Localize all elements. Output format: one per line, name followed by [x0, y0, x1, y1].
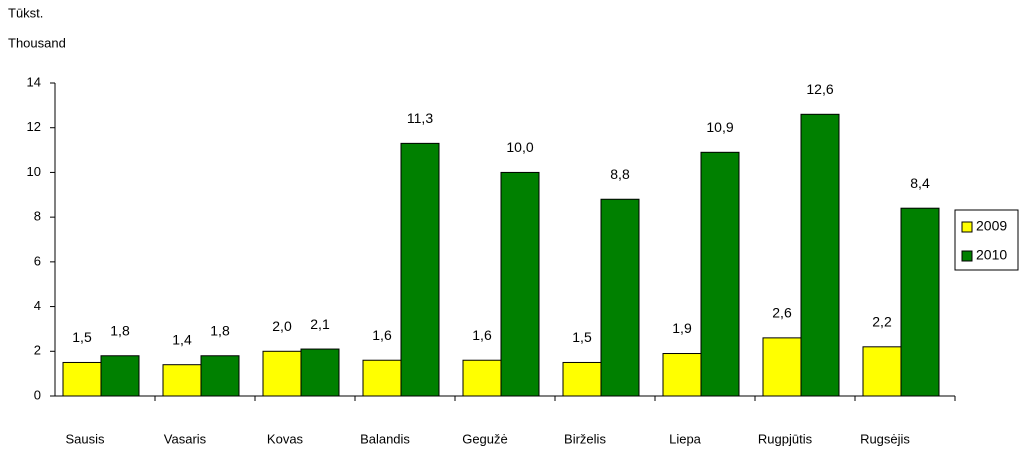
legend-swatch	[961, 221, 973, 233]
value-label: 1,5	[572, 329, 592, 345]
bar	[100, 355, 140, 397]
bar	[462, 359, 502, 397]
value-label: 10,9	[706, 119, 733, 135]
x-tick-label: Birželis	[564, 431, 606, 446]
bar	[800, 113, 840, 397]
value-label: 12,6	[806, 81, 833, 97]
value-label: 1,6	[472, 327, 492, 343]
x-tick-label: Sausis	[65, 431, 105, 446]
bar	[662, 353, 702, 397]
bar	[500, 171, 540, 397]
x-tick-label: Kovas	[267, 431, 304, 446]
legend-swatch	[961, 250, 973, 262]
value-label: 2,0	[272, 318, 292, 334]
value-label: 1,5	[72, 329, 92, 345]
y-tick-label: 10	[27, 164, 41, 179]
x-tick-label: Rugpjūtis	[758, 431, 813, 446]
value-label: 10,0	[506, 139, 533, 155]
bar	[62, 361, 102, 397]
bar	[362, 359, 402, 397]
bar	[762, 337, 802, 397]
x-tick-label: Rugsėjis	[860, 431, 910, 446]
bar	[300, 348, 340, 397]
bar	[200, 355, 240, 397]
x-tick-label: Vasaris	[164, 431, 207, 446]
value-label: 1,9	[672, 320, 692, 336]
legend-label: 2010	[976, 247, 1007, 263]
bar	[900, 207, 940, 397]
value-label: 2,2	[872, 314, 892, 330]
value-label: 1,8	[210, 322, 230, 338]
value-label: 8,8	[610, 166, 630, 182]
value-label: 8,4	[910, 175, 930, 191]
y-tick-label: 4	[34, 298, 41, 313]
value-label: 2,6	[772, 305, 792, 321]
bar	[262, 350, 302, 397]
legend-label: 2009	[976, 218, 1007, 234]
y-tick-label: 14	[27, 74, 41, 89]
value-label: 1,4	[172, 331, 192, 347]
value-label: 11,3	[407, 110, 433, 126]
x-tick-label: Liepa	[669, 431, 702, 446]
bar	[862, 346, 902, 397]
bar	[162, 364, 202, 397]
x-tick-label: Gegužė	[462, 431, 508, 446]
y-axis-label: Thousand	[8, 35, 66, 50]
bar	[400, 142, 440, 397]
bar	[700, 151, 740, 397]
y-tick-label: 12	[27, 119, 41, 134]
bar	[562, 361, 602, 397]
y-tick-label: 8	[34, 209, 41, 224]
x-tick-label: Balandis	[360, 431, 410, 446]
y-axis-label: Tūkst.	[8, 5, 43, 20]
y-tick-label: 2	[34, 343, 41, 358]
value-label: 1,8	[110, 322, 130, 338]
bar	[600, 198, 640, 397]
y-tick-label: 6	[34, 253, 41, 268]
value-label: 2,1	[310, 316, 330, 332]
value-label: 1,6	[372, 327, 392, 343]
y-tick-label: 0	[34, 387, 41, 402]
